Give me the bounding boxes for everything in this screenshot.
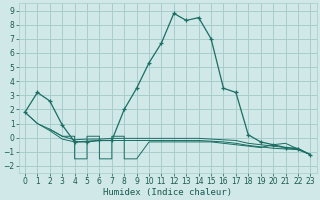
X-axis label: Humidex (Indice chaleur): Humidex (Indice chaleur) [103,188,232,197]
